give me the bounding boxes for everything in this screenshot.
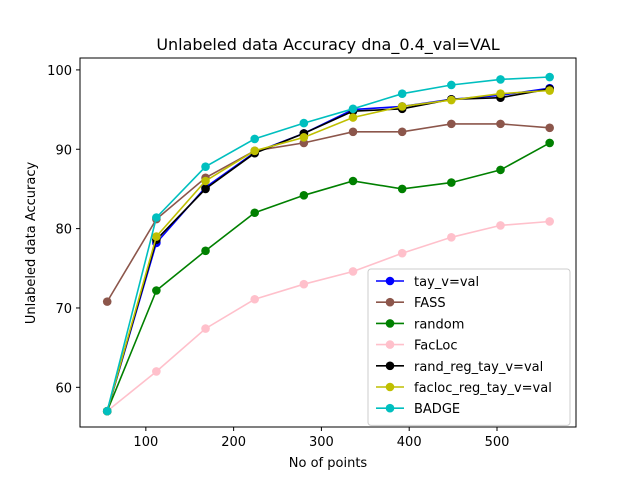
series-line-5: [106, 89, 550, 412]
series-3-point-1: [152, 367, 161, 376]
series-3-point-3: [250, 294, 259, 304]
series-6-point-9: [545, 72, 554, 82]
y-axis-label: Unlabeled data Accuracy: [24, 162, 39, 325]
chart-title: Unlabeled data Accuracy dna_0.4_val=VAL: [156, 35, 499, 55]
series-6-point-0: [102, 406, 112, 416]
series-2-point-2: [201, 246, 210, 256]
series-5-point-2: [201, 176, 210, 186]
series-2-point-4: [299, 190, 309, 200]
series-6-point-8: [496, 75, 505, 84]
legend-marker-4: [385, 361, 395, 371]
series-6-point-6: [397, 89, 407, 99]
series-5-point-5: [348, 113, 358, 122]
series-3-point-5: [348, 267, 358, 276]
y-tick-label-0: 60: [55, 381, 72, 396]
series-1-point-9: [545, 123, 554, 133]
x-tick-label-1: 200: [221, 435, 246, 450]
series-1-point-0: [102, 297, 112, 306]
series-2-point-1: [152, 286, 161, 295]
series-3-point-8: [496, 221, 505, 230]
legend-label-0: tay_v=val: [414, 275, 479, 290]
series-3-point-7: [447, 233, 456, 242]
legend-marker-1: [385, 297, 395, 307]
series-6-point-3: [250, 134, 259, 144]
series-6: [102, 72, 554, 416]
series-5-point-7: [447, 95, 456, 105]
series-2-point-6: [397, 184, 407, 194]
series-6-point-1: [152, 213, 161, 222]
legend-label-1: FASS: [414, 296, 446, 311]
y-tick-label-1: 70: [55, 302, 72, 317]
series-line-1: [106, 123, 550, 303]
series-6-point-2: [201, 162, 210, 172]
series-1-point-6: [397, 127, 407, 137]
series-5-point-8: [496, 89, 505, 99]
series-5-point-1: [152, 232, 161, 241]
legend-marker-3: [385, 340, 395, 349]
y-tick-label-3: 90: [55, 143, 72, 158]
legend-marker-0: [385, 276, 395, 286]
series-2-point-8: [496, 165, 505, 175]
x-tick-label-2: 300: [309, 435, 334, 450]
legend: tay_v=val FASS random FacLoc rand_reg_tay_v=…: [367, 268, 571, 426]
series-1-point-7: [447, 119, 456, 129]
series-2-point-3: [250, 208, 259, 218]
series-1-point-5: [348, 127, 358, 137]
series-1-point-8: [496, 119, 505, 129]
series-line-3: [106, 220, 550, 412]
legend-label-5: facloc_reg_tay_v=val: [414, 381, 552, 396]
legend-marker-6: [385, 403, 395, 413]
series-5-point-6: [397, 102, 407, 111]
x-tick-label-0: 100: [133, 435, 158, 450]
series-5: [102, 86, 554, 416]
series-3-point-6: [397, 248, 407, 258]
legend-label-6: BADGE: [414, 402, 460, 417]
y-tick-label-2: 80: [55, 223, 72, 238]
legend-box: [367, 268, 571, 426]
legend-marker-2: [385, 319, 395, 328]
series-6-point-4: [299, 118, 309, 128]
series-3: [102, 217, 554, 416]
series-4-point-2: [201, 184, 210, 194]
series-5-point-9: [545, 86, 554, 95]
series-3-point-4: [299, 279, 309, 289]
x-axis-label: No of points: [289, 456, 368, 471]
x-tick-label-4: 500: [485, 435, 510, 450]
series-6-point-5: [348, 104, 358, 114]
x-tick-label-3: 400: [397, 435, 422, 450]
series-line-6: [106, 76, 550, 412]
legend-label-3: FacLoc: [414, 339, 458, 354]
legend-marker-5: [385, 382, 395, 392]
series-6-point-7: [447, 80, 456, 90]
series-2-point-7: [447, 178, 456, 187]
series-line-4: [106, 88, 550, 412]
series-5-point-4: [299, 133, 309, 142]
series-line-2: [106, 142, 551, 412]
series-3-point-9: [545, 217, 554, 226]
plot-frame: [79, 57, 577, 428]
series-3-point-2: [201, 324, 210, 333]
series-5-point-3: [250, 146, 259, 156]
series-2-point-5: [348, 176, 358, 186]
legend-label-2: random: [414, 317, 464, 332]
plot-area: 100 200 300 400 500 60 70 80 90 100: [47, 57, 577, 450]
series-2-point-9: [545, 138, 554, 148]
y-tick-label-4: 100: [47, 64, 72, 79]
legend-label-4: rand_reg_tay_v=val: [414, 360, 543, 375]
